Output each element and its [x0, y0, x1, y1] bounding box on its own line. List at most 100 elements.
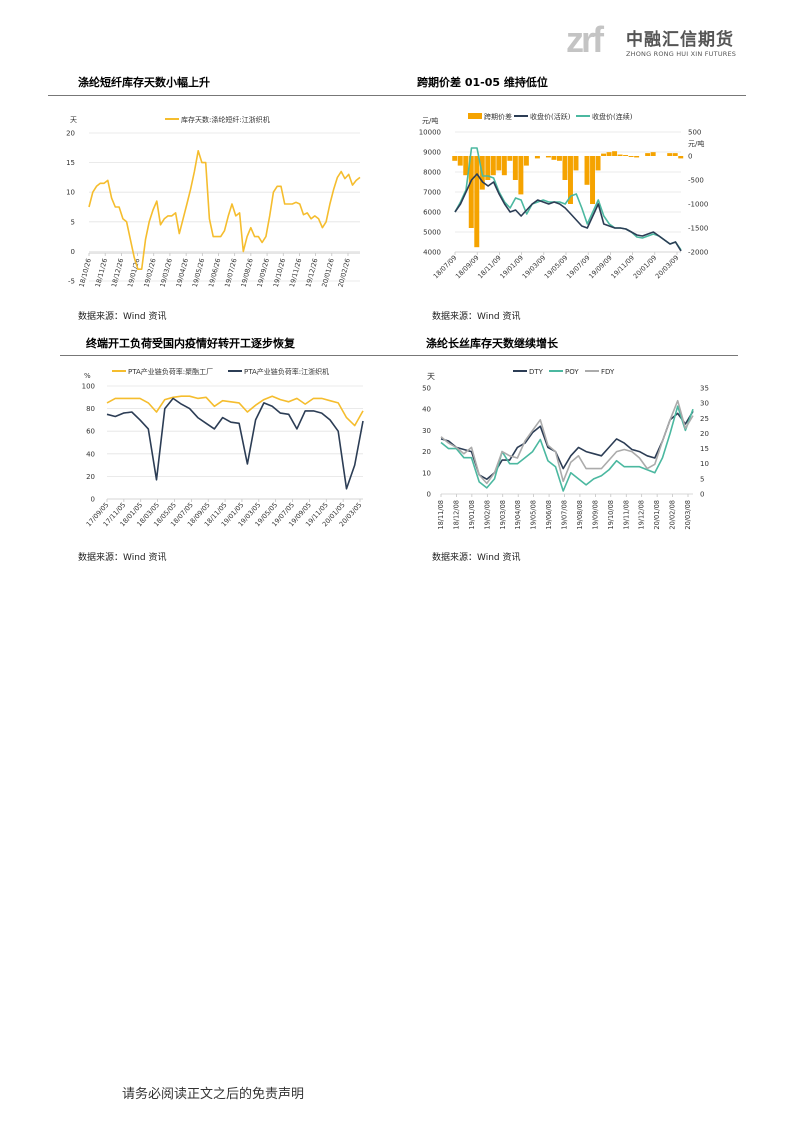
legend-label: PTA产业链负荷率:聚酯工厂: [128, 367, 213, 376]
y-unit-label: %: [84, 372, 91, 380]
series-line-weaving-machine: [106, 397, 364, 490]
y-tick-label: 80: [86, 405, 95, 413]
series-line-continuous-close: [454, 147, 682, 251]
spread-bar: [490, 156, 496, 176]
spread-bar: [595, 156, 601, 171]
y-right-tick-label: 5: [700, 475, 704, 483]
x-tick-label: 20/03/08: [684, 500, 692, 530]
legend-label: FDY: [601, 368, 615, 376]
spread-bar: [617, 154, 623, 156]
spread-bar: [512, 156, 518, 180]
spread-bar: [474, 156, 480, 248]
y-right-tick-label: -2000: [688, 249, 708, 257]
y-tick-label: 15: [66, 159, 75, 167]
chart4-title: 涤纶长丝库存天数继续增长: [426, 337, 558, 350]
x-tick-label: 18/11/08: [437, 500, 445, 530]
x-tick-label: 19/12/08: [638, 500, 646, 530]
y-left-tick-label: 10000: [419, 129, 441, 137]
y-tick-label: 40: [86, 450, 95, 458]
series-line-dty: [440, 410, 694, 481]
x-tick-label: 20/02/08: [669, 500, 677, 530]
spread-bar: [634, 156, 640, 158]
spread-bar: [534, 156, 540, 159]
legend-label: 库存天数:涤纶短纤:江浙织机: [181, 115, 270, 124]
y-left-tick-label: 50: [422, 385, 431, 393]
spread-bar: [518, 156, 524, 195]
spread-bar: [551, 156, 557, 160]
company-logo-mark: zrf: [566, 19, 604, 60]
y-tick-label: 0: [91, 496, 95, 504]
section-divider: [48, 95, 746, 96]
chart1-title: 涤纶短纤库存天数小幅上升: [78, 76, 210, 89]
y-tick-label: 10: [66, 189, 75, 197]
section-divider: [60, 355, 738, 356]
y-left-tick-label: 0: [427, 491, 431, 499]
legend-label: 收盘价(活跃): [530, 112, 571, 121]
x-tick-label: 19/10/08: [607, 500, 615, 530]
spread-bar: [606, 152, 612, 156]
series-line-inventory-days: [88, 150, 361, 271]
y-right-tick-label: 15: [700, 445, 709, 453]
spread-bar: [645, 153, 651, 156]
spread-bar: [623, 155, 629, 156]
y-right-unit-label: 元/吨: [688, 139, 704, 148]
spread-bar: [650, 152, 656, 156]
y-right-tick-label: 0: [688, 153, 692, 161]
x-tick-label: 19/03/08: [499, 500, 507, 530]
spread-bar: [556, 156, 562, 161]
x-tick-label: 19/11/08: [622, 500, 630, 530]
legend-label: PTA产业链负荷率:江浙织机: [244, 367, 329, 376]
x-tick-label: 19/05/08: [530, 500, 538, 530]
spread-bar: [612, 151, 618, 156]
spread-bar: [628, 156, 634, 157]
legend-label: 收盘价(连续): [592, 112, 633, 121]
company-logo-english: ZHONG RONG HUI XIN FUTURES: [626, 50, 737, 58]
spread-bar: [463, 156, 469, 176]
company-logo-name: 中融汇信期货: [626, 30, 734, 50]
y-tick-label: 20: [66, 130, 75, 138]
y-left-tick-label: 30: [422, 427, 431, 435]
legend-swatch: [468, 113, 482, 119]
x-tick-label: 19/09/08: [591, 500, 599, 530]
y-tick-label: 5: [71, 218, 75, 226]
x-tick-label: 19/06/08: [545, 500, 553, 530]
y-tick-label: 0: [71, 248, 75, 256]
y-right-tick-label: 30: [700, 400, 709, 408]
spread-bar: [601, 153, 607, 156]
y-right-tick-label: -500: [688, 177, 704, 185]
chart1-source: 数据来源：Wind 资讯: [78, 312, 167, 322]
y-left-unit-label: 元/吨: [422, 116, 438, 125]
chart-calendar-spread: 40005000600070008000900010000-2000-1500-…: [419, 112, 709, 280]
spread-bar: [667, 153, 673, 156]
x-tick-label: 19/02/08: [483, 500, 491, 530]
chart2-source: 数据来源：Wind 资讯: [432, 312, 521, 322]
spread-bar: [523, 156, 529, 166]
spread-bar: [562, 156, 568, 180]
spread-bar: [573, 156, 579, 171]
chart-filament-inventory: 0 10 20 30 40 50 0 5 10 15 20 25 30 35 天 18/11/08 18/12/…: [422, 368, 709, 530]
y-left-tick-label: 9000: [423, 149, 441, 157]
y-unit-label: 天: [70, 116, 77, 124]
x-tick-label: 18/12/08: [452, 500, 460, 530]
y-unit-label: 天: [427, 372, 435, 381]
legend-label: 跨期价差: [484, 112, 512, 121]
series-line-poy: [440, 405, 694, 492]
legend-label: DTY: [529, 368, 544, 376]
y-left-tick-label: 6000: [423, 209, 441, 217]
disclaimer-footer: 请务必阅读正文之后的免责声明: [122, 1087, 305, 1102]
x-tick-label: 19/04/08: [514, 500, 522, 530]
series-line-fdy: [440, 399, 694, 485]
spread-bar: [485, 156, 491, 180]
y-left-tick-label: 20: [422, 448, 431, 456]
y-right-tick-label: 25: [700, 415, 709, 423]
spread-bar: [568, 156, 573, 204]
y-right-tick-label: 35: [700, 385, 709, 393]
chart3-title: 终端开工负荷受国内疫情好转开工逐步恢复: [86, 337, 295, 350]
spread-bar: [545, 156, 551, 158]
y-left-tick-label: 5000: [423, 229, 441, 237]
spread-bar: [452, 156, 458, 161]
y-tick-label: 60: [86, 428, 95, 436]
logo-mark-text: zrf: [566, 19, 604, 60]
y-right-tick-label: -1000: [688, 201, 708, 209]
